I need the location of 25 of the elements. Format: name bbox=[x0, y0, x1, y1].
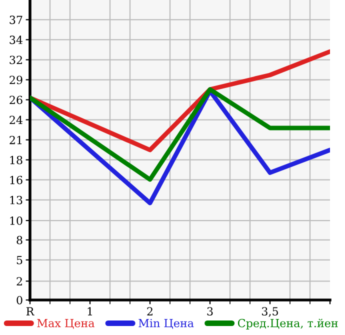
x-tick-label: R bbox=[26, 307, 34, 316]
y-tick-label: 24 bbox=[10, 116, 22, 124]
y-tick-label: 0 bbox=[16, 296, 22, 304]
legend-label: Max Цена bbox=[37, 319, 94, 329]
y-tick-label: 2 bbox=[16, 277, 22, 286]
x-tick-label: 3,5 bbox=[262, 307, 278, 317]
y-tick-label: 32 bbox=[10, 56, 22, 64]
y-tick-label: 37 bbox=[10, 16, 22, 24]
y-tick-label: 26 bbox=[10, 96, 22, 104]
legend-label: Min Цена bbox=[138, 318, 194, 329]
line-series bbox=[30, 87, 330, 182]
y-tick-label: 34 bbox=[10, 36, 22, 44]
x-tick-label: 1 bbox=[88, 307, 92, 316]
y-tick-label: 18 bbox=[10, 156, 22, 164]
x-tick-label: 2 bbox=[147, 307, 152, 316]
legend-label: Сред.Цена, т.йен bbox=[238, 318, 338, 330]
y-tick-label: 10 bbox=[10, 216, 22, 225]
y-tick-label: 13 bbox=[10, 196, 22, 204]
y-tick-label: 21 bbox=[10, 136, 22, 144]
x-tick-label: 3 bbox=[207, 307, 213, 316]
y-tick-label: 29 bbox=[10, 76, 22, 84]
y-tick-label: 5 bbox=[16, 256, 22, 264]
line-series bbox=[30, 49, 330, 152]
y-tick-label: 8 bbox=[16, 236, 22, 244]
y-tick-label: 16 bbox=[10, 176, 22, 184]
